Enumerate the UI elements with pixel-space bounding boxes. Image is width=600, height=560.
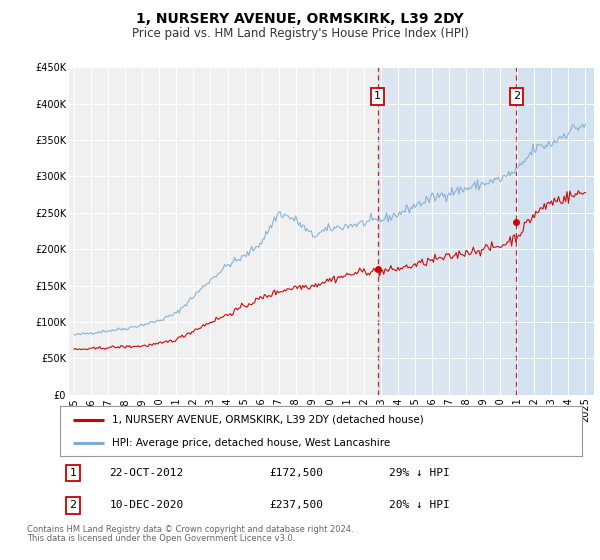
- Text: 22-OCT-2012: 22-OCT-2012: [110, 468, 184, 478]
- Text: 2: 2: [513, 91, 520, 101]
- Text: £172,500: £172,500: [269, 468, 323, 478]
- Text: 1: 1: [374, 91, 381, 101]
- Point: [373, 265, 382, 274]
- Text: 1: 1: [70, 468, 77, 478]
- Text: 20% ↓ HPI: 20% ↓ HPI: [389, 501, 449, 510]
- Text: HPI: Average price, detached house, West Lancashire: HPI: Average price, detached house, West…: [112, 438, 391, 448]
- Bar: [517, 67, 594, 395]
- Text: Price paid vs. HM Land Registry's House Price Index (HPI): Price paid vs. HM Land Registry's House …: [131, 27, 469, 40]
- Text: Contains HM Land Registry data © Crown copyright and database right 2024.: Contains HM Land Registry data © Crown c…: [27, 525, 353, 534]
- Text: This data is licensed under the Open Government Licence v3.0.: This data is licensed under the Open Gov…: [27, 534, 295, 543]
- Text: 1, NURSERY AVENUE, ORMSKIRK, L39 2DY: 1, NURSERY AVENUE, ORMSKIRK, L39 2DY: [136, 12, 464, 26]
- Text: 2: 2: [70, 501, 77, 510]
- Point: [512, 217, 521, 226]
- Text: £237,500: £237,500: [269, 501, 323, 510]
- Text: 1, NURSERY AVENUE, ORMSKIRK, L39 2DY (detached house): 1, NURSERY AVENUE, ORMSKIRK, L39 2DY (de…: [112, 414, 424, 424]
- Bar: [377, 67, 594, 395]
- Text: 29% ↓ HPI: 29% ↓ HPI: [389, 468, 449, 478]
- Text: 10-DEC-2020: 10-DEC-2020: [110, 501, 184, 510]
